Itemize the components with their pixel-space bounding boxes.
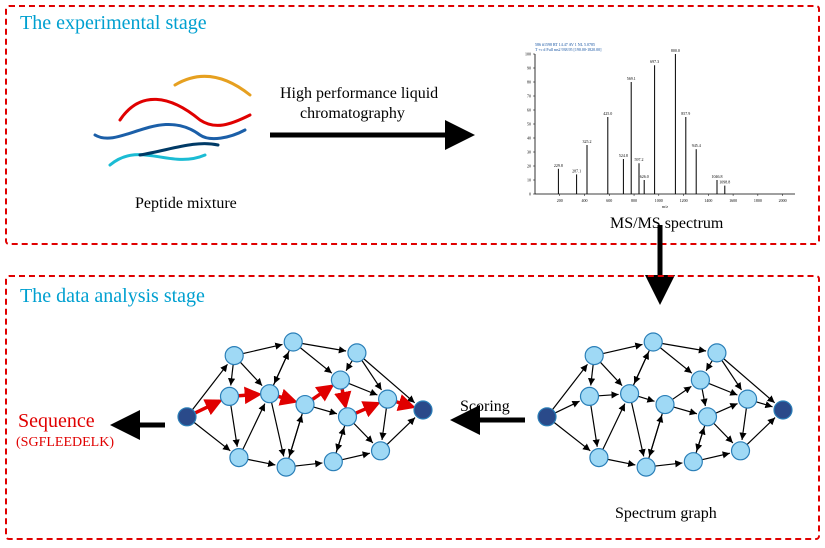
svg-text:945.4: 945.4: [692, 143, 701, 148]
ms-spectrum-chart: 586 #1598 RT 14.47 AV 1 NL 5.0785T +c d …: [510, 40, 800, 210]
svg-text:0: 0: [529, 192, 531, 197]
svg-text:1800: 1800: [754, 198, 762, 203]
hplc-label-line2: chromatography: [300, 105, 405, 123]
svg-text:597.2: 597.2: [635, 157, 644, 162]
svg-text:50: 50: [527, 122, 531, 127]
sequence-label: Sequence: [18, 410, 95, 433]
svg-text:90: 90: [527, 66, 531, 71]
hplc-label-line1: High performance liquid: [280, 85, 438, 103]
svg-text:1000: 1000: [655, 198, 663, 203]
svg-text:325.2: 325.2: [583, 139, 592, 144]
spectrum-graph-scored: [175, 330, 435, 490]
peptide-mixture-graphic: [0, 0, 300, 220]
peptide-mixture-label: Peptide mixture: [135, 195, 237, 213]
svg-text:T +c d Full ms2 938.95 [190.00: T +c d Full ms2 938.95 [190.00-1820.00]: [535, 47, 602, 52]
svg-text:70: 70: [527, 94, 531, 99]
svg-text:60: 60: [527, 108, 531, 113]
svg-text:1200: 1200: [680, 198, 688, 203]
svg-text:20: 20: [527, 164, 531, 169]
svg-text:1400: 1400: [704, 198, 712, 203]
spectrum-graph-label: Spectrum graph: [615, 505, 717, 523]
svg-text:800.0: 800.0: [671, 48, 680, 53]
svg-text:1046.8: 1046.8: [712, 174, 723, 179]
svg-text:229.8: 229.8: [554, 163, 563, 168]
svg-text:30: 30: [527, 150, 531, 155]
svg-text:10: 10: [527, 178, 531, 183]
svg-text:697.3: 697.3: [650, 59, 659, 64]
svg-text:400: 400: [582, 198, 588, 203]
spectrum-graph-plain: [535, 330, 795, 490]
svg-text:1600: 1600: [729, 198, 737, 203]
svg-text:800: 800: [631, 198, 637, 203]
svg-text:626.0: 626.0: [640, 174, 649, 179]
svg-text:425.0: 425.0: [603, 111, 612, 116]
svg-text:857.9: 857.9: [681, 111, 690, 116]
svg-text:200: 200: [557, 198, 563, 203]
paren-close: ): [109, 435, 114, 450]
svg-text:40: 40: [527, 136, 531, 141]
svg-text:287.1: 287.1: [572, 168, 581, 173]
svg-text:100: 100: [525, 52, 531, 57]
svg-text:524.8: 524.8: [619, 153, 628, 158]
sequence-code: (SGFLEEDELK): [16, 435, 114, 451]
svg-text:1098.8: 1098.8: [719, 180, 730, 185]
svg-text:569.1: 569.1: [627, 76, 636, 81]
sequence-text: SGFLEEDELK: [21, 435, 110, 450]
svg-text:80: 80: [527, 80, 531, 85]
svg-text:600: 600: [606, 198, 612, 203]
scoring-label: Scoring: [460, 398, 510, 416]
svg-text:2000: 2000: [779, 198, 787, 203]
analysis-stage-title: The data analysis stage: [20, 285, 205, 308]
